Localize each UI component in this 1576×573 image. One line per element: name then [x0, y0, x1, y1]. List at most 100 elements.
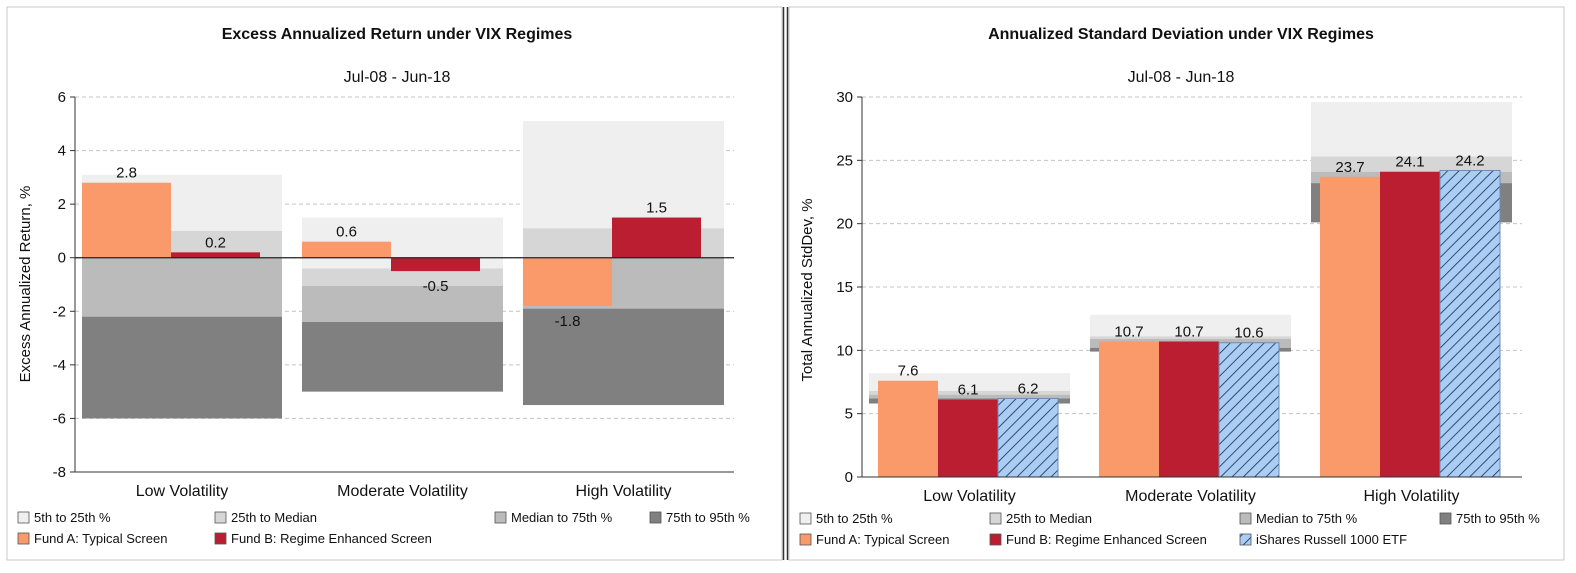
- legend-label: 75th to 95th %: [666, 510, 750, 525]
- bar-fund-a: [523, 257, 612, 306]
- y-tick-label: 2: [58, 196, 66, 213]
- category-label: Low Volatility: [923, 488, 1016, 505]
- legend-swatch: [649, 511, 662, 524]
- y-tick-label: 6: [58, 89, 66, 106]
- bar-fund-b: [1159, 341, 1219, 477]
- chart2-axes: [861, 97, 1522, 478]
- data-label: 10.7: [1174, 323, 1203, 340]
- y-tick-label: 25: [836, 152, 853, 169]
- data-label: 6.1: [958, 382, 979, 399]
- excess-return-chart: Excess Annualized Return under VIX Regim…: [17, 26, 750, 546]
- data-label: 0.2: [205, 234, 226, 251]
- percentile-band: [523, 308, 724, 406]
- percentile-band: [869, 394, 1070, 399]
- percentile-band: [1090, 314, 1291, 337]
- chart1-axes: [74, 97, 734, 473]
- chart2-category-labels: Low Volatility Moderate Volatility High Vo…: [923, 488, 1459, 505]
- legend-label: Median to 75th %: [511, 510, 613, 525]
- chart2-yticks: 30 25 20 15 10 5 0: [836, 89, 862, 486]
- data-label: 24.1: [1395, 154, 1424, 171]
- data-label: 10.7: [1114, 323, 1143, 340]
- chart2-subtitle: Jul-08 - Jun-18: [1128, 69, 1235, 86]
- chart1-yticks: 6 4 2 0 -2 -4 -6 -8: [53, 89, 75, 481]
- legend-swatch: [1239, 533, 1252, 546]
- percentile-band: [82, 257, 282, 317]
- y-tick-label: 0: [845, 469, 853, 486]
- data-label: 2.8: [116, 165, 137, 182]
- y-tick-label: 20: [836, 216, 853, 233]
- data-label: 1.5: [646, 200, 667, 217]
- bar-fund-a: [302, 241, 391, 258]
- bar-fund-b: [171, 252, 260, 258]
- bar-ishares: [1439, 169, 1501, 478]
- chart1-ylabel: Excess Annualized Return, %: [17, 186, 34, 383]
- data-label: -0.5: [423, 278, 449, 295]
- chart1-category-labels: Low Volatility Moderate Volatility High Vo…: [136, 483, 672, 500]
- y-tick-label: 0: [58, 250, 66, 267]
- percentile-band: [82, 316, 282, 419]
- percentile-band: [1311, 102, 1512, 157]
- bar-fund-b: [938, 399, 998, 477]
- legend-label: Median to 75th %: [1256, 511, 1358, 526]
- data-label: 23.7: [1335, 159, 1364, 176]
- y-tick-label: 4: [58, 143, 66, 160]
- legend-swatch: [17, 532, 30, 545]
- data-label: 0.6: [336, 224, 357, 241]
- legend-swatch: [989, 512, 1002, 525]
- chart1-percentile-bands: [82, 121, 724, 419]
- percentile-band: [302, 285, 503, 322]
- percentile-band: [1311, 156, 1512, 172]
- percentile-band: [302, 322, 503, 392]
- percentile-band: [869, 390, 1070, 395]
- y-tick-label: -2: [53, 303, 66, 320]
- legend-label: 5th to 25th %: [816, 511, 893, 526]
- bar-ishares: [1218, 342, 1280, 478]
- legend-label: iShares Russell 1000 ETF: [1256, 532, 1407, 547]
- bar-fund-b: [1380, 171, 1440, 477]
- legend-label: Fund B: Regime Enhanced Screen: [231, 531, 432, 546]
- category-label: Low Volatility: [136, 483, 229, 500]
- category-label: Moderate Volatility: [337, 483, 468, 500]
- bar-fund-a: [1099, 341, 1159, 477]
- legend-label: 25th to Median: [1006, 511, 1092, 526]
- percentile-band: [302, 268, 503, 286]
- percentile-band: [523, 121, 724, 229]
- y-tick-label: 5: [845, 406, 853, 423]
- bar-fund-a: [82, 182, 171, 258]
- bar-ishares: [997, 397, 1059, 478]
- chart2-title: Annualized Standard Deviation under VIX …: [988, 26, 1374, 43]
- data-label: 24.2: [1455, 152, 1484, 169]
- legend-label: 5th to 25th %: [34, 510, 111, 525]
- category-label: High Volatility: [575, 483, 671, 500]
- chart1-bars: [82, 182, 701, 306]
- y-tick-label: 30: [836, 89, 853, 106]
- chart2-data-labels: 7.6 6.1 6.2 10.7 10.7 10.6 23.7 24.1 24.2: [898, 152, 1485, 398]
- stddev-chart: Annualized Standard Deviation under VIX …: [799, 26, 1540, 547]
- y-tick-label: -6: [53, 410, 66, 427]
- legend-swatch: [214, 511, 227, 524]
- legend-label: 25th to Median: [231, 510, 317, 525]
- category-label: Moderate Volatility: [1125, 488, 1256, 505]
- chart1-subtitle: Jul-08 - Jun-18: [344, 69, 451, 86]
- legend-swatch: [17, 511, 30, 524]
- data-label: 6.2: [1018, 380, 1039, 397]
- legend-label: Fund A: Typical Screen: [34, 531, 167, 546]
- category-label: High Volatility: [1363, 488, 1459, 505]
- y-tick-label: -4: [53, 357, 66, 374]
- y-tick-label: -8: [53, 464, 66, 481]
- bar-fund-b: [391, 257, 480, 272]
- legend-swatch: [494, 511, 507, 524]
- bar-fund-b: [612, 217, 701, 258]
- chart2-bars: [878, 169, 1501, 478]
- legend-swatch: [989, 533, 1002, 546]
- legend-swatch: [1439, 512, 1452, 525]
- legend-label: 75th to 95th %: [1456, 511, 1540, 526]
- percentile-band: [1090, 336, 1291, 339]
- data-label: 10.6: [1234, 325, 1263, 342]
- chart2-ylabel: Total Annualized StdDev, %: [799, 198, 816, 381]
- legend-label: Fund B: Regime Enhanced Screen: [1006, 532, 1207, 547]
- legend-swatch: [799, 533, 812, 546]
- chart1-data-labels: 2.8 0.2 0.6 -0.5 -1.8 1.5: [116, 165, 667, 330]
